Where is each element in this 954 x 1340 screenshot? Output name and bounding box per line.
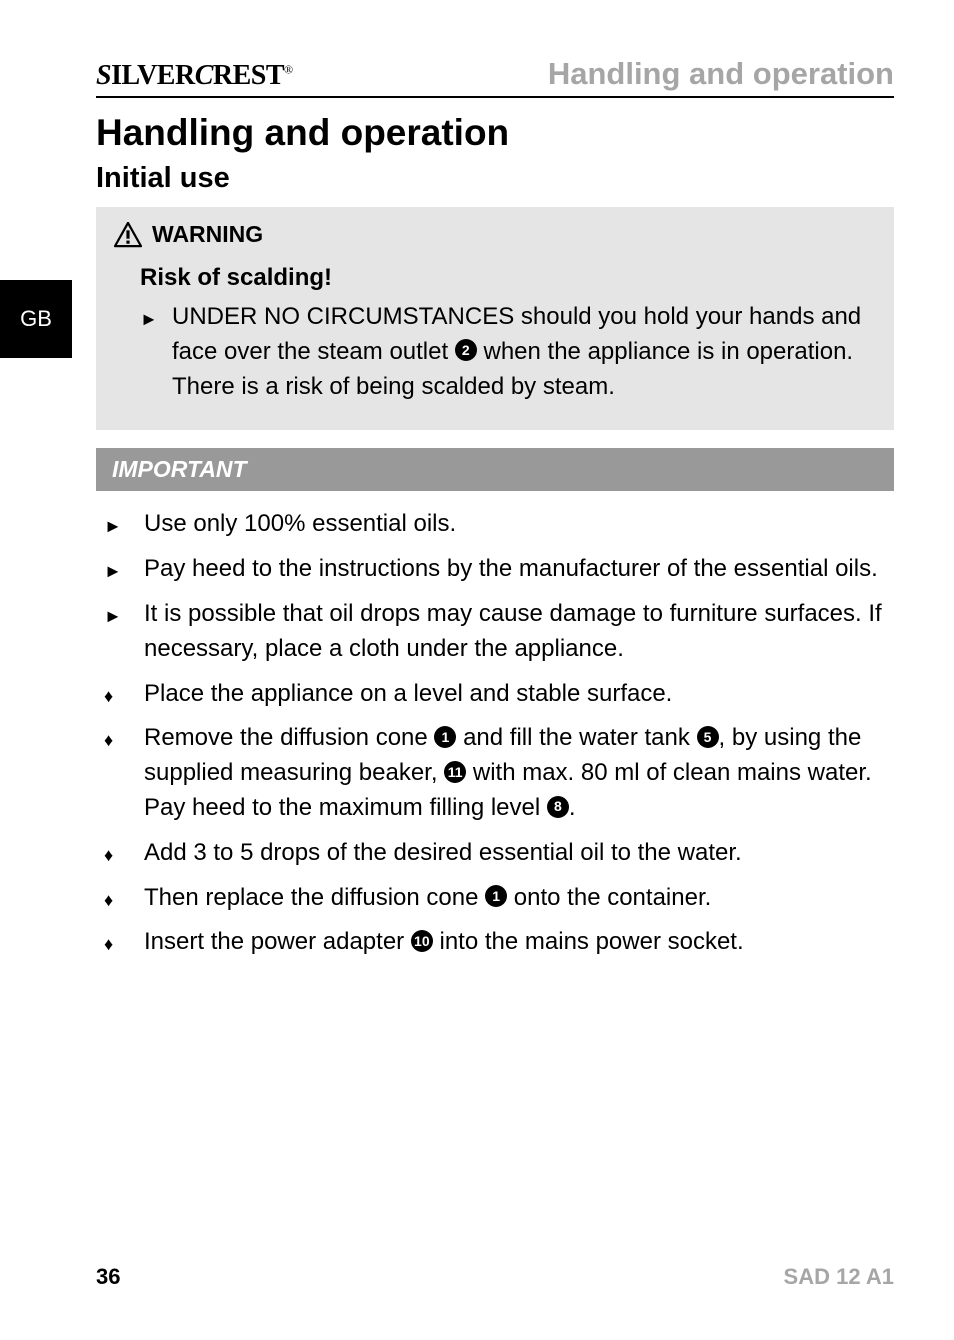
pointer-icon: ► bbox=[104, 597, 132, 667]
ref-badge: 1 bbox=[485, 885, 507, 907]
page-header: SILVERCREST® Handling and operation bbox=[96, 56, 894, 98]
warning-icon bbox=[114, 222, 142, 248]
diamond-icon: ♦ bbox=[104, 925, 132, 960]
diamond-icon: ♦ bbox=[104, 836, 132, 871]
list-text: Place the appliance on a level and stabl… bbox=[144, 677, 672, 712]
list-text: Add 3 to 5 drops of the desired essentia… bbox=[144, 836, 742, 871]
warning-text: UNDER NO CIRCUMSTANCES should you hold y… bbox=[172, 300, 876, 404]
pointer-icon: ► bbox=[104, 507, 132, 542]
list-item: ► It is possible that oil drops may caus… bbox=[104, 597, 894, 667]
ref-badge: 11 bbox=[444, 761, 466, 783]
ref-badge: 10 bbox=[411, 930, 433, 952]
list-text: Remove the diffusion cone 1 and fill the… bbox=[144, 721, 894, 825]
pointer-icon: ► bbox=[104, 552, 132, 587]
list-text: Then replace the diffusion cone 1 onto t… bbox=[144, 881, 711, 916]
important-bar: IMPORTANT bbox=[96, 448, 894, 491]
warning-item: ► UNDER NO CIRCUMSTANCES should you hold… bbox=[140, 300, 876, 404]
warning-heading: WARNING bbox=[114, 221, 876, 248]
important-list: ► Use only 100% essential oils. ► Pay he… bbox=[96, 507, 894, 960]
risk-title: Risk of scalding! bbox=[140, 264, 876, 292]
list-text: Insert the power adapter 10 into the mai… bbox=[144, 925, 744, 960]
ref-badge: 1 bbox=[434, 726, 456, 748]
list-item: ► Pay heed to the instructions by the ma… bbox=[104, 552, 894, 587]
brand-logo: SILVERCREST® bbox=[96, 60, 293, 92]
ref-badge: 5 bbox=[697, 726, 719, 748]
list-text: Pay heed to the instructions by the manu… bbox=[144, 552, 878, 587]
diamond-icon: ♦ bbox=[104, 721, 132, 825]
list-item: ♦ Place the appliance on a level and sta… bbox=[104, 677, 894, 712]
subsection-title: Initial use bbox=[96, 162, 894, 195]
important-label: IMPORTANT bbox=[112, 456, 247, 482]
language-tab: GB bbox=[0, 280, 72, 358]
section-title: Handling and operation bbox=[96, 112, 894, 154]
list-text: It is possible that oil drops may cause … bbox=[144, 597, 894, 667]
running-head: Handling and operation bbox=[548, 56, 894, 92]
warning-label: WARNING bbox=[152, 221, 263, 248]
language-code: GB bbox=[20, 306, 52, 332]
list-item: ♦ Add 3 to 5 drops of the desired essent… bbox=[104, 836, 894, 871]
ref-badge: 2 bbox=[455, 339, 477, 361]
content-area: Handling and operation Initial use WARNI… bbox=[96, 98, 894, 960]
list-item: ► Use only 100% essential oils. bbox=[104, 507, 894, 542]
ref-badge: 8 bbox=[547, 796, 569, 818]
warning-box: WARNING Risk of scalding! ► UNDER NO CIR… bbox=[96, 207, 894, 430]
list-text: Use only 100% essential oils. bbox=[144, 507, 456, 542]
list-item: ♦ Then replace the diffusion cone 1 onto… bbox=[104, 881, 894, 916]
diamond-icon: ♦ bbox=[104, 677, 132, 712]
diamond-icon: ♦ bbox=[104, 881, 132, 916]
list-item: ♦ Remove the diffusion cone 1 and fill t… bbox=[104, 721, 894, 825]
list-item: ♦ Insert the power adapter 10 into the m… bbox=[104, 925, 894, 960]
pointer-icon: ► bbox=[140, 300, 160, 404]
page-footer: 36 SAD 12 A1 bbox=[96, 1264, 894, 1290]
page-number: 36 bbox=[96, 1264, 120, 1290]
page-container: GB SILVERCREST® Handling and operation H… bbox=[0, 0, 954, 1340]
model-number: SAD 12 A1 bbox=[784, 1264, 894, 1290]
